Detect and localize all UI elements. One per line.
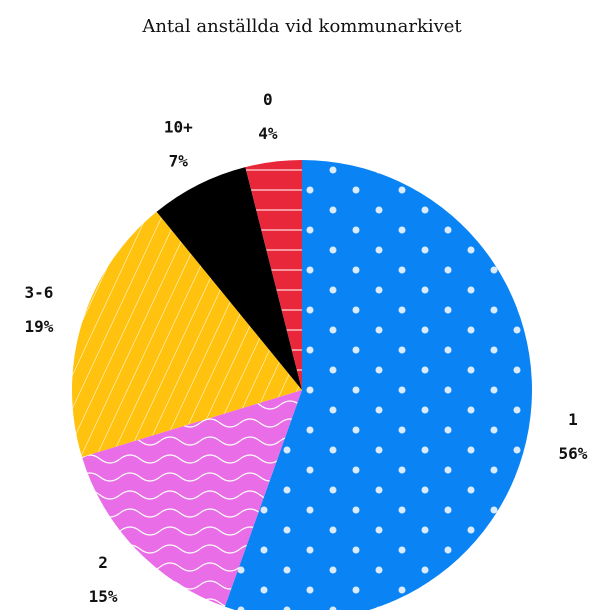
pie-slice xyxy=(245,160,302,390)
slice-category-label: 10+ xyxy=(164,117,193,136)
slice-value-label: 4% xyxy=(258,124,278,143)
slice-category-label: 1 xyxy=(568,410,578,429)
slice-category-label: 0 xyxy=(263,90,273,109)
pie-slice xyxy=(72,211,302,457)
slice-category-label: 3-6 xyxy=(24,283,53,302)
pie-slice xyxy=(224,160,532,610)
slice-value-label: 7% xyxy=(169,151,189,170)
pie-slice xyxy=(156,167,302,390)
slice-value-label: 19% xyxy=(24,317,53,336)
chart-title: Antal anställda vid kommunarkivet xyxy=(141,16,462,37)
slice-category-label: 2 xyxy=(98,553,108,572)
slice-value-label: 15% xyxy=(89,587,118,606)
slice-value-label: 56% xyxy=(559,444,588,463)
pie-slice xyxy=(81,390,303,607)
